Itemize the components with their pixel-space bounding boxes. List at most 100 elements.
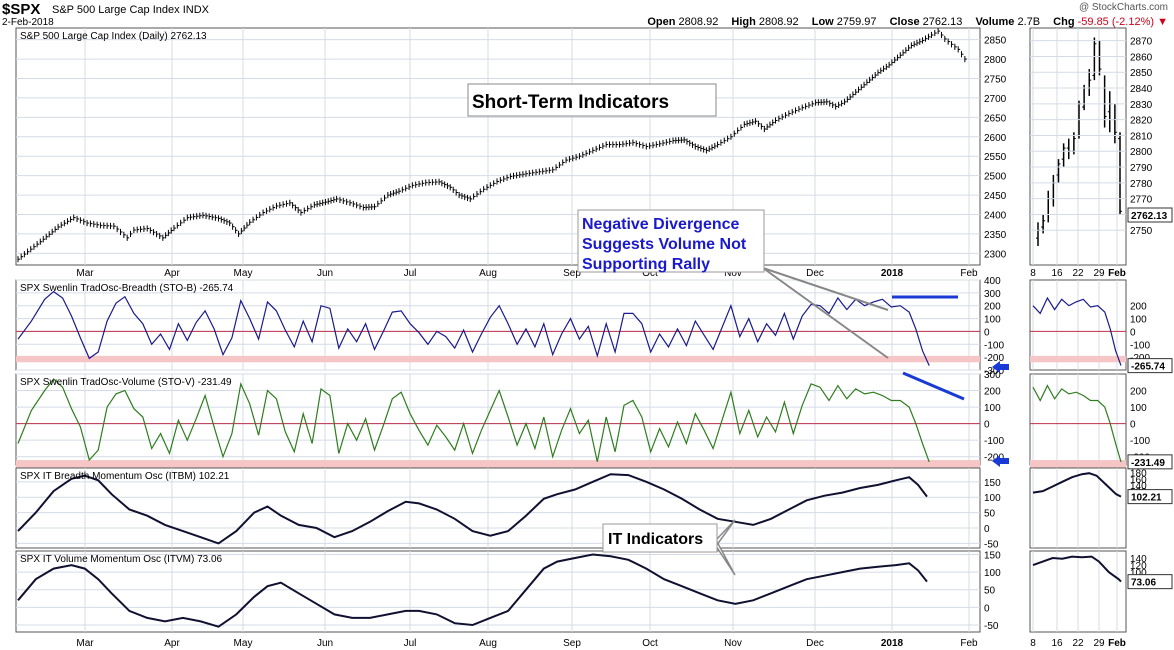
open-value: 2808.92	[678, 16, 719, 28]
inset-x-tick-label: 22	[1072, 268, 1084, 279]
inset-y-tick-label: 2800	[1130, 147, 1153, 158]
inset-series-line	[1032, 472, 1122, 498]
close-value: 2762.13	[922, 16, 963, 28]
y-tick-label: -200	[984, 353, 1004, 364]
chart-date: 2-Feb-2018	[2, 17, 54, 28]
divergence-label-line: Suggests Volume Not	[582, 236, 747, 253]
y-tick-label: 2550	[984, 152, 1007, 163]
y-tick-label: 200	[984, 387, 1001, 398]
inset-y-tick-label: 2870	[1130, 37, 1153, 48]
inset-x-tick-label-bottom: 22	[1072, 638, 1084, 649]
left-arrow-icon	[992, 361, 1009, 373]
x-tick-label: Oct	[642, 268, 658, 279]
index-name-text: S&P 500 Large Cap Index	[52, 4, 180, 16]
panel-frame	[15, 373, 981, 466]
y-tick-label: 100	[984, 493, 1001, 504]
series-line	[17, 473, 928, 545]
last-value-label: -265.74	[1131, 362, 1165, 373]
x-tick-label-bottom: Oct	[642, 638, 658, 649]
inset-y-tick-label: 2860	[1130, 52, 1153, 63]
inset-y-tick-label: 100	[1130, 315, 1147, 326]
chg-label: Chg	[1053, 16, 1075, 28]
inset-y-tick-label: 160	[1130, 475, 1147, 486]
y-tick-label: 2700	[984, 94, 1007, 105]
inset-y-tick-label: 2810	[1130, 131, 1153, 142]
last-value-label: 102.21	[1131, 493, 1162, 504]
y-tick-label: -100	[984, 436, 1004, 447]
volume-label: Volume	[975, 16, 1015, 28]
y-tick-label: 100	[984, 568, 1001, 579]
y-tick-label: 2500	[984, 172, 1007, 183]
inset-series-line	[1032, 296, 1122, 366]
high-label: High	[731, 16, 756, 28]
y-tick-label: 150	[984, 551, 1001, 562]
inset-x-tick-label: 8	[1030, 268, 1036, 279]
x-tick-label-bottom: Dec	[806, 638, 824, 649]
inset-y-tick-label: 2770	[1130, 195, 1153, 206]
inset-y-tick-label: 2850	[1130, 68, 1153, 79]
inset-y-tick-label: 140	[1130, 481, 1147, 492]
inset-x-tick-label: 16	[1051, 268, 1063, 279]
x-tick-label-bottom: Sep	[563, 638, 581, 649]
x-tick-label-bottom: May	[234, 638, 253, 649]
panel-title: S&P 500 Large Cap Index (Daily) 2762.13	[20, 31, 207, 42]
y-tick-label: 50	[984, 509, 996, 520]
last-value-box	[1127, 207, 1173, 223]
low-value: 2759.97	[836, 16, 877, 28]
inset-y-tick-label: 2830	[1130, 100, 1153, 111]
x-tick-label-bottom: 2018	[881, 638, 904, 649]
last-value-box	[1127, 358, 1173, 374]
y-tick-label: 2450	[984, 191, 1007, 202]
x-tick-label-bottom: Apr	[164, 638, 180, 649]
x-tick-label-bottom: Aug	[479, 638, 497, 649]
volume-trend-line	[902, 371, 965, 401]
y-tick-label: 2300	[984, 249, 1007, 260]
x-tick-label-bottom: Mar	[76, 638, 94, 649]
inset-series-line	[1032, 555, 1122, 583]
x-tick-label-bottom: Jul	[404, 638, 417, 649]
last-value-label: 2762.13	[1131, 211, 1168, 222]
open-label: Open	[647, 16, 676, 28]
last-value-box	[1127, 454, 1173, 470]
y-tick-label: 0	[984, 603, 990, 614]
last-value-box	[1127, 489, 1173, 505]
x-tick-label: Sep	[563, 268, 581, 279]
panel-title: SPX IT Breadth Momentum Osc (ITBM) 102.2…	[20, 471, 230, 482]
y-tick-label: 2800	[984, 55, 1007, 66]
oversold-band	[16, 355, 980, 363]
inset-y-tick-label: 100	[1130, 403, 1147, 414]
y-tick-label: -200	[984, 453, 1004, 464]
y-tick-label: -50	[984, 539, 999, 550]
price-stats: Open 2808.92 High 2808.92 Low 2759.97 Cl…	[647, 16, 1168, 28]
inset-y-tick-label: 100	[1130, 568, 1147, 579]
y-tick-label: -300	[984, 366, 1004, 377]
y-tick-label: -50	[984, 621, 999, 632]
inset-y-tick-label: 0	[1130, 420, 1136, 431]
inset-y-tick-label: -100	[1130, 340, 1150, 351]
x-tick-label: Nov	[724, 268, 742, 279]
series-line	[17, 553, 928, 628]
divergence-label-line: Negative Divergence	[582, 216, 740, 233]
inset-y-tick-label: 200	[1130, 302, 1147, 313]
x-tick-label-bottom: Nov	[724, 638, 742, 649]
y-tick-label: 0	[984, 327, 990, 338]
inset-oversold-band	[1030, 460, 1126, 470]
x-tick-label-bottom: Feb	[960, 638, 978, 649]
x-tick-label: Dec	[806, 268, 824, 279]
divergence-callout-pointer	[762, 267, 889, 359]
inset-y-tick-label: 120	[1130, 561, 1147, 572]
y-tick-label: 0	[984, 420, 990, 431]
last-value-label: -231.49	[1131, 458, 1165, 469]
inset-x-tick-label: 29	[1093, 268, 1105, 279]
last-value-box	[1127, 574, 1173, 590]
ticker-symbol: $SPX	[2, 1, 41, 18]
it-label: IT Indicators	[608, 531, 703, 548]
exchange-label: INDX	[182, 4, 209, 16]
inset-x-tick-label-bottom: 16	[1051, 638, 1063, 649]
inset-y-tick-label: 0	[1130, 327, 1136, 338]
x-tick-label: 2018	[881, 268, 904, 279]
y-tick-label: 300	[984, 370, 1001, 381]
inset-y-tick-label: 2840	[1130, 84, 1153, 95]
series-line	[17, 290, 930, 366]
